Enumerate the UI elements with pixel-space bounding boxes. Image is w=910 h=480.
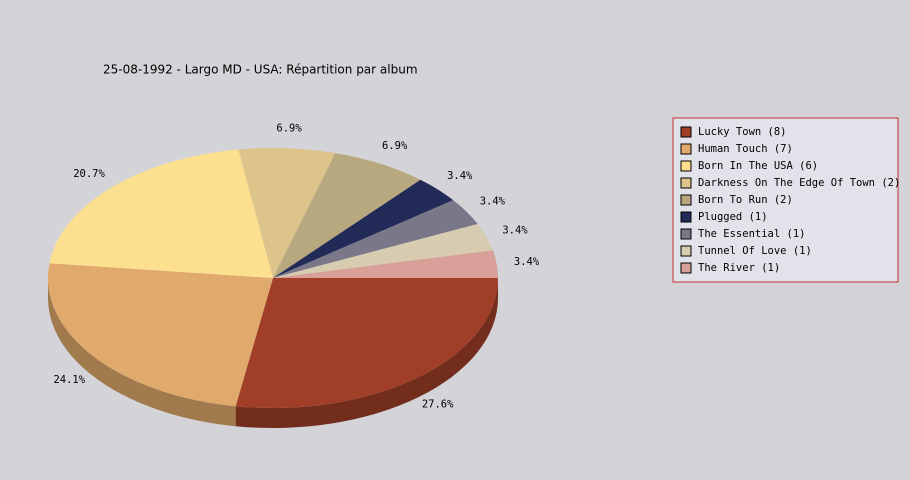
chart-title: 25-08-1992 - Largo MD - USA: Répartition… (103, 63, 418, 77)
legend-swatch (680, 228, 692, 240)
slice-side (48, 278, 236, 427)
legend-label: Born To Run (2) (698, 194, 793, 206)
legend-label: Darkness On The Edge Of Town (2) (698, 177, 900, 189)
legend-box (672, 117, 899, 283)
data-label: 24.1% (53, 374, 85, 386)
slice (47, 263, 274, 407)
data-label: 6.9% (382, 140, 408, 152)
legend-label: Plugged (1) (698, 211, 768, 223)
slice (273, 224, 493, 278)
legend-swatch (680, 194, 692, 206)
legend-label: Human Touch (7) (698, 143, 793, 155)
legend-label: Born In The USA (6) (698, 160, 818, 172)
data-label: 3.4% (447, 170, 473, 182)
data-label: 3.4% (514, 256, 540, 268)
slice (273, 250, 498, 278)
pie: 27.6% 24.1% 20.7% 6.9% 6.9% 3.4% 3.4% 3.4% 3.4% (47, 122, 540, 428)
legend-swatch (680, 211, 692, 223)
legend-swatch (680, 126, 692, 138)
legend-label: Tunnel Of Love (1) (698, 245, 812, 257)
legend-swatch (680, 262, 692, 274)
slice (235, 278, 499, 408)
legend-label: Lucky Town (8) (698, 126, 787, 138)
data-label: 3.4% (502, 225, 528, 237)
data-label: 6.9% (276, 122, 302, 134)
legend-swatch (680, 160, 692, 172)
data-label: 20.7% (73, 168, 105, 180)
legend-swatch (680, 143, 692, 155)
slice-side (235, 278, 499, 428)
slice (273, 200, 478, 278)
legend-label: The River (1) (698, 262, 780, 274)
legend-swatch (680, 177, 692, 189)
slice (238, 148, 336, 278)
slice (49, 149, 274, 278)
slice (273, 179, 454, 278)
legend-swatch (680, 245, 692, 257)
legend-label: The Essential (1) (698, 228, 805, 240)
legend: Lucky Town (8) Human Touch (7) Born In The… (680, 126, 900, 274)
data-label: 27.6% (422, 399, 454, 411)
slice (273, 153, 421, 278)
data-label: 3.4% (480, 196, 506, 208)
